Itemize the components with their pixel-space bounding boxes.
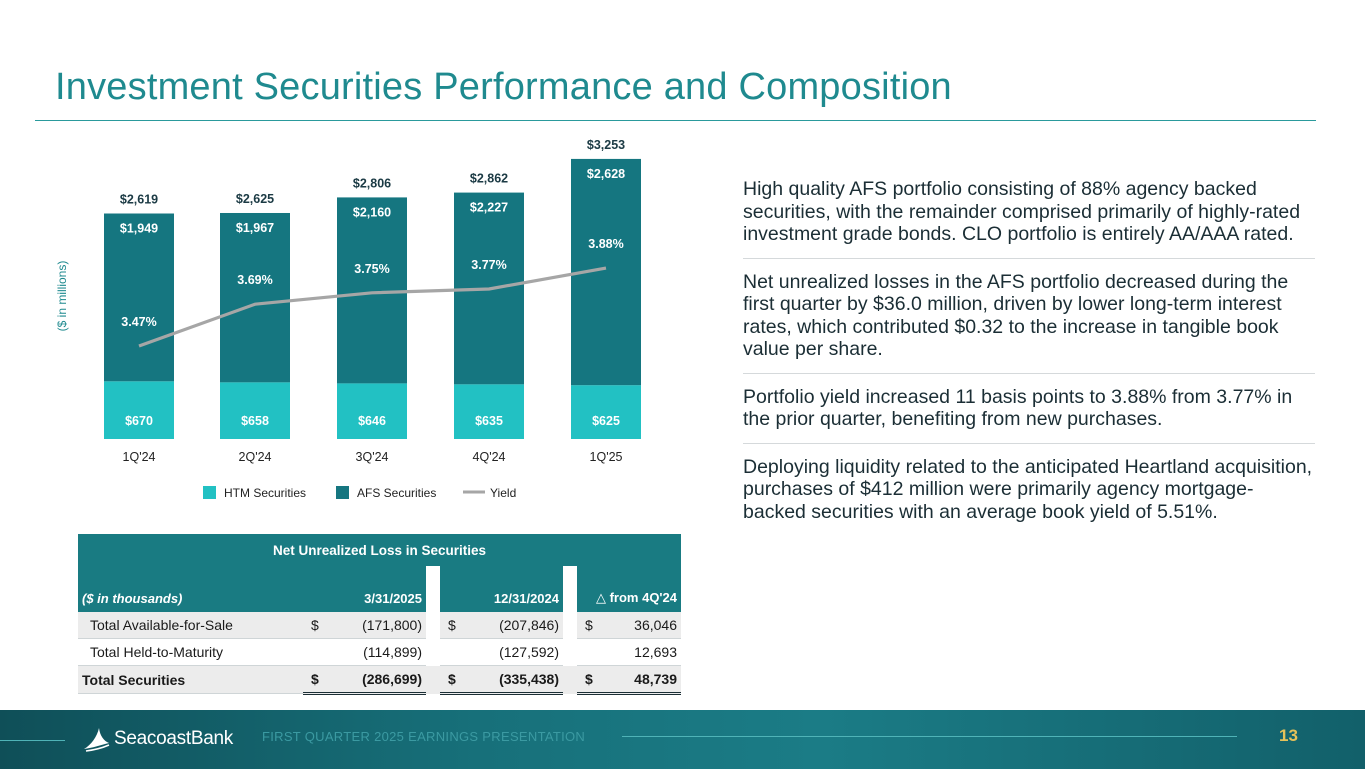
y-axis-label: ($ in millions) [55, 261, 69, 332]
page-number: 13 [1279, 726, 1298, 745]
table-row: Total Available-for-Sale $ (171,800) $ (… [78, 612, 681, 639]
data-label-total: $2,619 [120, 193, 158, 207]
bar-htm [571, 385, 641, 439]
legend-label: HTM Securities [224, 486, 306, 500]
data-label-htm: $635 [475, 414, 503, 428]
data-label-yield: 3.77% [471, 258, 506, 272]
securities-chart: ($ in millions) $670 $1,949 $2,619 1Q'24 $65… [55, 138, 641, 500]
column-header: 3/31/2025 [303, 566, 426, 612]
unrealized-loss-table: Net Unrealized Loss in Securities ($ in … [78, 534, 681, 695]
sailboat-logo-icon [84, 728, 110, 752]
table-title: Net Unrealized Loss in Securities [78, 534, 681, 566]
commentary-list: High quality AFS portfolio consisting of… [743, 176, 1315, 535]
column-header: 12/31/2024 [440, 566, 563, 612]
delta-icon: △ [595, 590, 606, 605]
presentation-label: FIRST QUARTER 2025 EARNINGS PRESENTATION [262, 729, 586, 744]
column-header: △ from 4Q'24 [577, 566, 681, 612]
bar-afs [337, 197, 407, 384]
data-label-htm: $658 [241, 414, 269, 428]
data-label-afs: $2,628 [587, 167, 625, 181]
table-row: Total Held-to-Maturity (114,899) (127,59… [78, 638, 681, 666]
commentary-item: High quality AFS portfolio consisting of… [743, 178, 1301, 245]
data-label-htm: $670 [125, 414, 153, 428]
x-tick-label: 1Q'24 [123, 450, 156, 464]
bar-htm [337, 383, 407, 439]
title-divider [35, 120, 1316, 121]
footer-bar: SeacoastBank FIRST QUARTER 2025 EARNINGS… [0, 710, 1365, 769]
data-label-total: $2,862 [470, 172, 508, 186]
x-tick-label: 4Q'24 [473, 450, 506, 464]
data-label-htm: $646 [358, 414, 386, 428]
yield-line [138, 266, 607, 348]
data-label-afs: $1,949 [120, 222, 158, 236]
commentary-item: Portfolio yield increased 11 basis point… [743, 372, 1315, 443]
bar-afs [104, 213, 174, 382]
data-label-yield: 3.88% [588, 237, 623, 251]
data-label-htm: $625 [592, 414, 620, 428]
x-tick-label: 2Q'24 [239, 450, 272, 464]
legend-swatch [203, 486, 216, 499]
data-label-afs: $2,160 [353, 205, 391, 219]
brand-logo: SeacoastBank [82, 724, 233, 754]
data-label-total: $2,806 [353, 176, 391, 190]
commentary-item: Deploying liquidity related to the antic… [743, 442, 1315, 536]
data-label-yield: 3.69% [237, 273, 272, 287]
data-label-yield: 3.47% [121, 315, 156, 329]
legend-label: Yield [490, 486, 516, 500]
table-row-total: Total Securities $ (286,699) $ (335,438)… [78, 665, 681, 695]
bar-htm [104, 381, 174, 439]
legend-swatch [336, 486, 349, 499]
commentary-item: Net unrealized losses in the AFS portfol… [743, 257, 1315, 373]
page-title: Investment Securities Performance and Co… [55, 66, 952, 108]
data-label-total: $2,625 [236, 192, 274, 206]
x-tick-label: 1Q'25 [590, 450, 623, 464]
units-label: ($ in thousands) [78, 566, 303, 612]
bar-htm [220, 382, 290, 439]
bar-afs [220, 212, 290, 383]
bar-htm [454, 384, 524, 439]
footer-rule [622, 736, 1237, 737]
x-tick-label: 3Q'24 [356, 450, 389, 464]
data-label-total: $3,253 [587, 138, 625, 152]
data-label-yield: 3.75% [354, 262, 389, 276]
data-label-afs: $1,967 [236, 221, 274, 235]
footer-rule [0, 740, 65, 741]
data-label-afs: $2,227 [470, 201, 508, 215]
legend-label: AFS Securities [357, 486, 436, 500]
brand-wordmark: SeacoastBank [114, 728, 233, 749]
